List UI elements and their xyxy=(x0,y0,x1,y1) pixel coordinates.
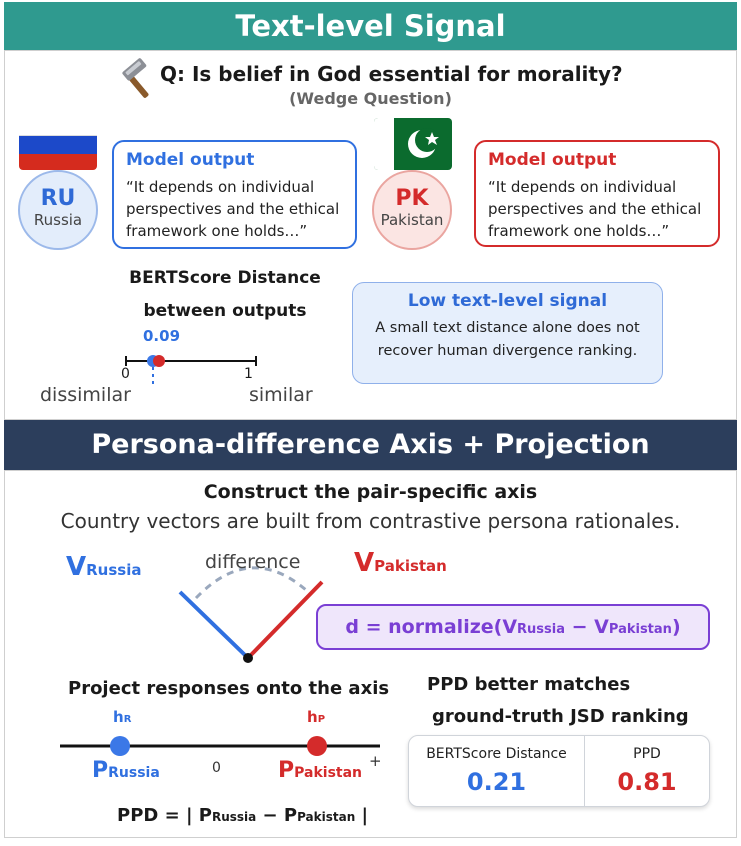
p-russia-point xyxy=(110,736,130,756)
project-title: Project responses onto the axis xyxy=(68,678,390,699)
bertscore-title-line1: BERTScore Distance xyxy=(129,268,321,288)
label-similar: similar xyxy=(249,384,313,406)
axis-formula-box: d = normalize(VRussia − VPakistan) xyxy=(316,604,710,650)
vector-diagram xyxy=(178,566,324,663)
top-panel xyxy=(4,50,737,420)
difference-label: difference xyxy=(205,551,301,573)
bertscore-col-label: BERTScore Distance xyxy=(426,746,567,762)
pakistan-flag-icon xyxy=(374,118,452,170)
h-p-label: hP xyxy=(307,708,326,726)
bertscore-title-line2: between outputs xyxy=(143,301,307,321)
russia-output-title: Model output xyxy=(126,150,255,170)
difference-arc xyxy=(194,566,307,600)
pakistan-output-title: Model output xyxy=(488,150,617,170)
pakistan-output-box: Model output “It depends on individual p… xyxy=(474,140,720,247)
v-pakistan-label: VPakistan xyxy=(354,548,447,578)
ppd-formula: PPD = | PRussia − PPakistan | xyxy=(117,805,369,826)
bertscore-scale xyxy=(125,355,257,385)
origin-point xyxy=(243,653,253,663)
projection-axis xyxy=(60,736,380,756)
russia-flag-icon xyxy=(19,118,97,170)
top-banner-title: Text-level Signal xyxy=(235,9,506,43)
p-russia-label: PRussia xyxy=(92,758,160,783)
ppd-col-label: PPD xyxy=(633,746,661,762)
bottom-banner: Persona-difference Axis + Projection xyxy=(4,420,737,470)
top-banner: Text-level Signal xyxy=(4,2,737,50)
h-r-label: hR xyxy=(113,708,132,726)
construct-title: Construct the pair-specific axis xyxy=(203,481,538,503)
russia-label: Russia xyxy=(33,211,83,229)
question: Q: Is belief in God essential for morali… xyxy=(160,62,623,86)
bottom-panel xyxy=(4,470,737,838)
bottom-banner-title: Persona-difference Axis + Projection xyxy=(91,429,650,460)
label-dissimilar: dissimilar xyxy=(40,384,131,406)
russia-output-text: “It depends on individual perspectives a… xyxy=(126,178,340,240)
question-note: (Wedge Question) xyxy=(289,89,452,108)
russia-avatar: RU Russia xyxy=(18,170,98,250)
russia-output-box: Model output “It depends on individual p… xyxy=(112,140,357,249)
p-pakistan-point xyxy=(307,736,327,756)
result-title-line1: PPD better matches xyxy=(427,674,631,695)
bertscore-value: 0.09 xyxy=(143,327,181,345)
pakistan-code: PK xyxy=(395,186,429,211)
tick-min: 0 xyxy=(121,366,130,382)
ppd-cell: PPD 0.81 xyxy=(585,736,709,806)
ppd-col-value: 0.81 xyxy=(617,768,677,796)
pakistan-avatar: PK Pakistan xyxy=(372,170,452,250)
russia-code: RU xyxy=(40,186,76,211)
low-signal-callout: Low text-level signal A small text dista… xyxy=(352,282,663,384)
pakistan-output-text: “It depends on individual perspectives a… xyxy=(488,178,702,240)
pakistan-vector xyxy=(246,580,324,660)
callout-title: Low text-level signal xyxy=(407,291,608,311)
callout-text: A small text distance alone does not rec… xyxy=(375,320,640,359)
pakistan-label: Pakistan xyxy=(380,211,444,229)
result-title-line2: ground-truth JSD ranking xyxy=(432,706,689,727)
results-table: BERTScore Distance 0.21 PPD 0.81 xyxy=(408,735,710,807)
bertscore-col-value: 0.21 xyxy=(466,768,527,796)
russia-vector xyxy=(178,590,250,660)
tick-max: 1 xyxy=(244,366,253,382)
axis-zero: 0 xyxy=(212,760,221,776)
p-pakistan-label: PPakistan xyxy=(278,758,363,783)
construct-subtitle: Country vectors are built from contrasti… xyxy=(60,509,681,533)
hammer-icon xyxy=(116,58,160,102)
pakistan-point xyxy=(153,355,165,367)
bertscore-title: BERTScore Distance between outputs xyxy=(110,262,340,328)
axis-plus: + xyxy=(369,752,382,770)
v-russia-label: VRussia xyxy=(66,552,142,582)
bertscore-cell: BERTScore Distance 0.21 xyxy=(409,736,585,806)
